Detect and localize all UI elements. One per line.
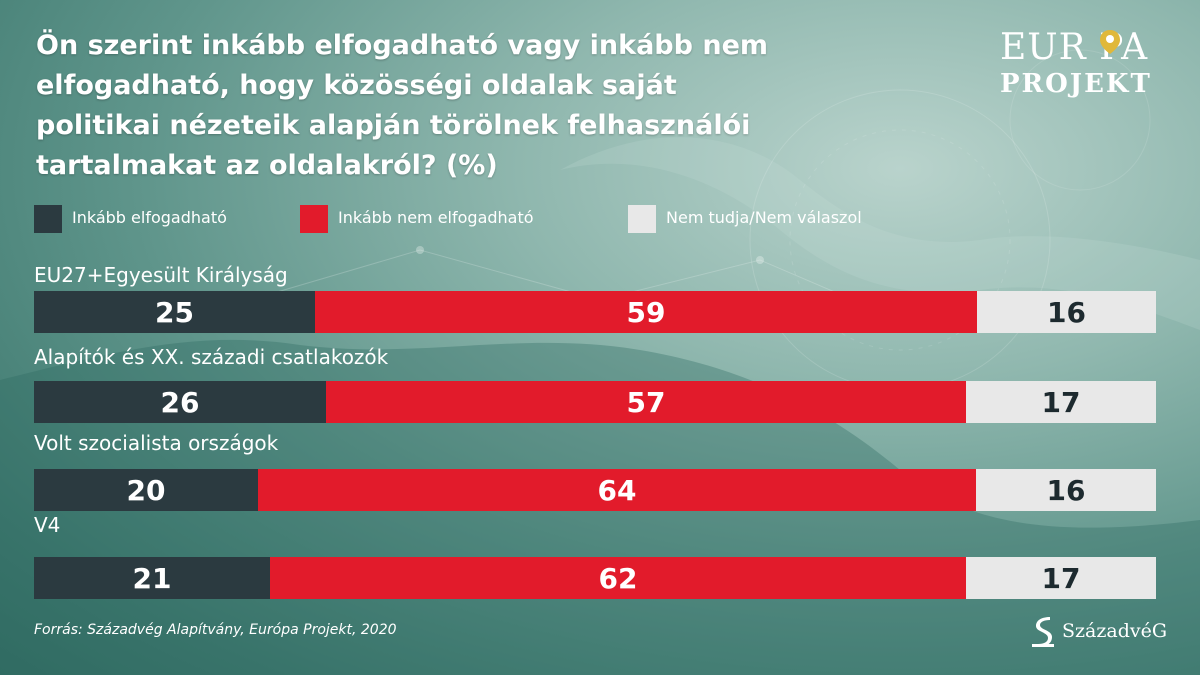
- bar-segment-nem-tudja: 16: [977, 291, 1156, 333]
- data-label: 25: [155, 295, 194, 329]
- legend-swatch-nem-tudja: [628, 205, 656, 233]
- data-label: 21: [132, 561, 172, 595]
- logo-line-2: PROJEKT: [1000, 69, 1152, 99]
- data-label: 26: [160, 385, 200, 419]
- category-label: Alapítók és XX. századi csatlakozók: [34, 345, 389, 369]
- data-label: 20: [126, 473, 166, 507]
- bar-segment-nem-tudja: 17: [966, 381, 1156, 423]
- data-label: 64: [597, 473, 637, 507]
- bar-row: 26 57 17: [34, 381, 1156, 423]
- data-label: 59: [626, 295, 666, 329]
- europa-projekt-logo: EUR PA PROJEKT: [990, 26, 1180, 106]
- data-label: 57: [626, 385, 666, 419]
- data-label: 62: [598, 561, 638, 595]
- legend-label-nem-elfogadhato: Inkább nem elfogadható: [338, 208, 534, 227]
- bar-segment-elfogadhato: 21: [34, 557, 270, 599]
- legend-label-elfogadhato: Inkább elfogadható: [72, 208, 227, 227]
- bar-segment-nem-elfogadhato: 59: [315, 291, 977, 333]
- bar-row: 21 62 17: [34, 557, 1156, 599]
- bar-segment-nem-elfogadhato: 64: [258, 469, 976, 511]
- bar-segment-nem-elfogadhato: 57: [326, 381, 966, 423]
- legend-swatch-elfogadhato: [34, 205, 62, 233]
- bar-segment-nem-tudja: 16: [976, 469, 1156, 511]
- bar-segment-elfogadhato: 26: [34, 381, 326, 423]
- source-note: Forrás: Századvég Alapítvány, Európa Pro…: [34, 622, 397, 638]
- map-pin-icon: [1100, 30, 1120, 54]
- category-label: Volt szocialista országok: [34, 431, 279, 455]
- data-label: 17: [1041, 385, 1081, 419]
- brand-text: SzázadvéG: [1062, 620, 1168, 642]
- szazadveg-brand: SzázadvéG: [1030, 612, 1180, 652]
- bar-segment-elfogadhato: 25: [34, 291, 315, 333]
- szazadveg-logo-icon: [1032, 617, 1054, 647]
- data-label: 17: [1041, 561, 1081, 595]
- legend-label-nem-tudja: Nem tudja/Nem válaszol: [666, 208, 862, 227]
- category-label: EU27+Egyesült Királyság: [34, 263, 288, 287]
- bar-segment-nem-tudja: 17: [966, 557, 1156, 599]
- data-label: 16: [1047, 295, 1086, 329]
- logo-line-1: EUR PA: [1000, 27, 1149, 68]
- data-label: 16: [1046, 473, 1086, 507]
- legend-swatch-nem-elfogadhato: [300, 205, 328, 233]
- category-label: V4: [34, 513, 61, 537]
- bar-segment-nem-elfogadhato: 62: [270, 557, 966, 599]
- bar-segment-elfogadhato: 20: [34, 469, 258, 511]
- bar-row: 20 64 16: [34, 469, 1156, 511]
- bar-row: 25 59 16: [34, 291, 1156, 333]
- chart-title: Ön szerint inkább elfogadható vagy inkáb…: [36, 30, 769, 181]
